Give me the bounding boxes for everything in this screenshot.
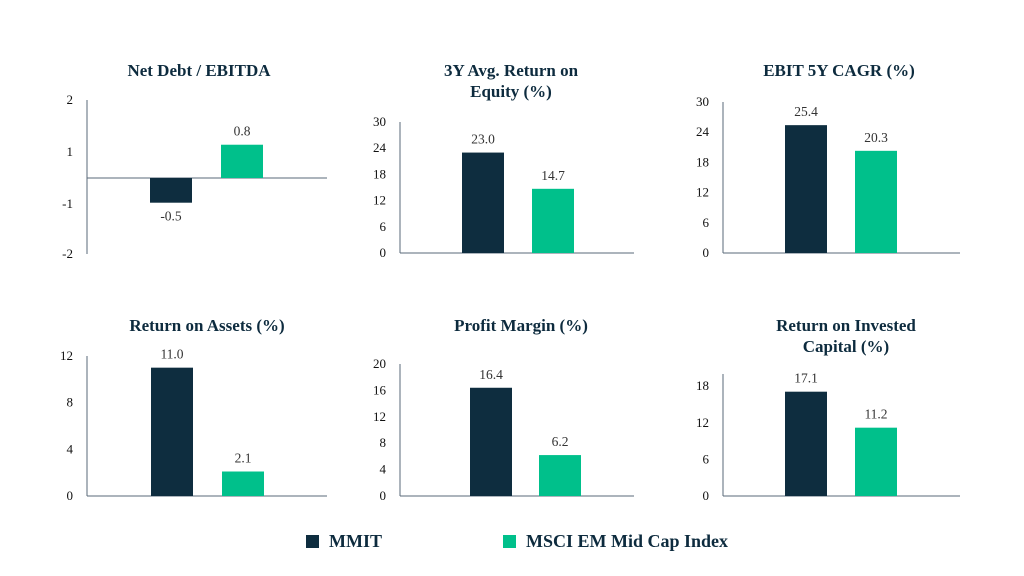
legend-item-msci: MSCI EM Mid Cap Index [503, 531, 728, 552]
data-label-msci: 6.2 [552, 434, 569, 449]
y-tick-label: 6 [703, 451, 710, 466]
data-label-mmit: -0.5 [160, 209, 182, 224]
data-label-mmit: 25.4 [794, 104, 818, 119]
chart-panel-1: Net Debt / EBITDA 2 1 -1 -2 -0.5 0.8 [62, 61, 327, 261]
y-tick-label: 20 [373, 356, 386, 371]
bar-mmit [151, 367, 193, 496]
bar-msci [221, 144, 263, 178]
chart-panel-5: Profit Margin (%) 20 16 12 8 4 0 16.4 6.2 [373, 316, 634, 503]
y-tick-label: 4 [380, 462, 387, 477]
y-tick-label: 6 [703, 215, 710, 230]
y-tick-label: -2 [62, 246, 73, 261]
bar-mmit [150, 178, 192, 203]
bar-msci [855, 150, 897, 253]
chart-title-line: Net Debt / EBITDA [127, 61, 271, 80]
chart-title-line: Return on Assets (%) [129, 316, 284, 335]
legend-swatch-msci [503, 535, 516, 548]
y-tick-label: 4 [67, 441, 74, 456]
y-tick-label: 8 [380, 435, 387, 450]
y-tick-label: 12 [696, 415, 709, 430]
bar-msci [855, 427, 897, 496]
bar-msci [222, 471, 264, 496]
y-tick-label: 12 [373, 409, 386, 424]
data-label-msci: 11.2 [864, 407, 887, 422]
y-tick-label: 18 [696, 154, 709, 169]
bar-mmit [785, 391, 827, 496]
chart-title-line: Equity (%) [470, 82, 552, 101]
legend-label-mmit: MMIT [329, 531, 382, 551]
y-tick-label: 0 [703, 488, 710, 503]
data-label-mmit: 17.1 [794, 371, 818, 386]
data-label-msci: 2.1 [235, 451, 252, 466]
y-tick-label: 18 [696, 378, 709, 393]
y-tick-label: 18 [373, 166, 386, 181]
y-tick-label: 0 [380, 245, 387, 260]
y-tick-label: 0 [380, 488, 387, 503]
y-tick-label: 24 [696, 124, 710, 139]
data-label-mmit: 23.0 [471, 132, 495, 147]
chart-title-line: EBIT 5Y CAGR (%) [763, 61, 915, 80]
bar-msci [539, 455, 581, 496]
legend-item-mmit: MMIT [306, 531, 382, 552]
bar-mmit [462, 152, 504, 253]
y-tick-label: 1 [67, 144, 74, 159]
data-label-msci: 14.7 [541, 168, 565, 183]
y-tick-label: 0 [67, 488, 74, 503]
y-tick-label: 16 [373, 382, 387, 397]
data-label-msci: 20.3 [864, 130, 888, 145]
chart-panel-2: 3Y Avg. Return on Equity (%) 30 24 18 12 6 0 23.… [373, 61, 634, 260]
y-tick-label: -1 [62, 196, 73, 211]
y-tick-label: 12 [696, 185, 709, 200]
chart-panel-6: Return on Invested Capital (%) 18 12 6 0 17.1 1… [696, 316, 960, 503]
y-tick-label: 8 [67, 395, 74, 410]
bar-mmit [470, 387, 512, 496]
data-label-mmit: 11.0 [160, 347, 183, 362]
y-tick-label: 30 [696, 94, 709, 109]
chart-panel-4: Return on Assets (%) 12 8 4 0 11.0 2.1 [60, 316, 327, 503]
chart-title-line: Capital (%) [803, 337, 889, 356]
y-tick-label: 30 [373, 114, 386, 129]
y-tick-label: 6 [380, 219, 387, 234]
chart-panel-3: EBIT 5Y CAGR (%) 30 24 18 12 6 0 25.4 20.3 [696, 61, 960, 260]
chart-title-line: Return on Invested [776, 316, 916, 335]
legend-label-msci: MSCI EM Mid Cap Index [526, 531, 729, 551]
y-tick-label: 0 [703, 245, 710, 260]
bar-mmit [785, 125, 827, 253]
chart-title-line: 3Y Avg. Return on [444, 61, 579, 80]
data-label-mmit: 16.4 [479, 367, 503, 382]
y-tick-label: 12 [373, 193, 386, 208]
legend-swatch-mmit [306, 535, 319, 548]
y-tick-label: 2 [67, 92, 74, 107]
y-tick-label: 12 [60, 348, 73, 363]
y-tick-label: 24 [373, 140, 387, 155]
chart-title-line: Profit Margin (%) [454, 316, 588, 335]
bar-msci [532, 188, 574, 253]
data-label-msci: 0.8 [234, 124, 251, 139]
legend: MMIT MSCI EM Mid Cap Index [0, 531, 1024, 561]
